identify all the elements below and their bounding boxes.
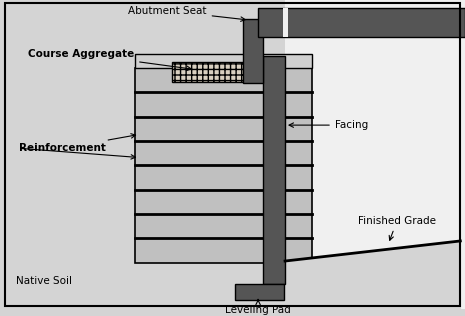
Bar <box>258 8 465 37</box>
Bar <box>285 0 465 8</box>
Text: Course Aggregate: Course Aggregate <box>28 49 191 70</box>
Bar <box>243 19 263 83</box>
Bar <box>285 37 465 241</box>
Bar <box>285 0 465 309</box>
Text: Abutment Seat: Abutment Seat <box>128 6 245 21</box>
Text: Facing: Facing <box>289 120 368 130</box>
Bar <box>283 8 288 37</box>
Polygon shape <box>285 241 460 309</box>
Bar <box>135 68 312 263</box>
Text: Finished Grade: Finished Grade <box>358 216 436 240</box>
Text: Reinforcement: Reinforcement <box>19 134 135 153</box>
Bar <box>172 62 263 82</box>
Bar <box>263 56 285 284</box>
Bar <box>135 54 312 68</box>
Text: Native Soil: Native Soil <box>16 276 72 286</box>
Text: Leveling Pad: Leveling Pad <box>225 300 291 315</box>
Bar <box>235 283 284 300</box>
